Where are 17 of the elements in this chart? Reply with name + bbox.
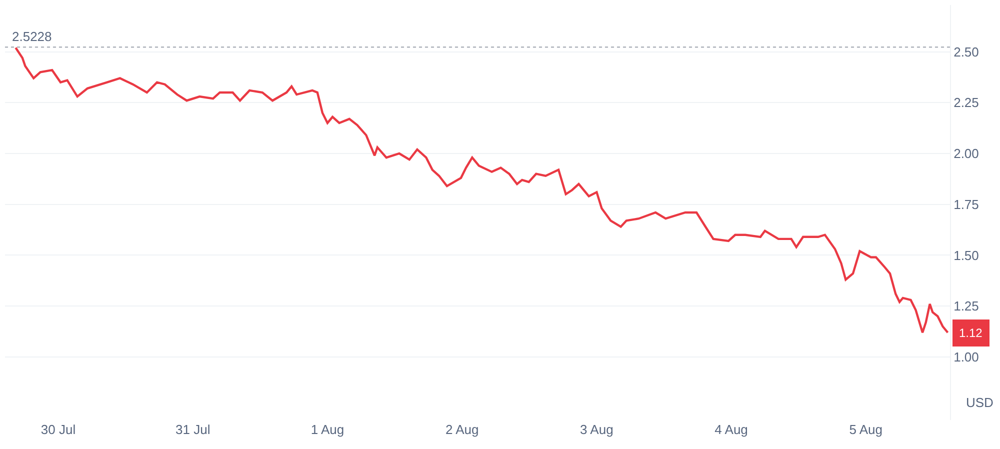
y-tick-label: 1.25: [954, 298, 979, 314]
x-tick-label: 5 Aug: [849, 422, 883, 437]
x-tick-label: 1 Aug: [310, 422, 344, 437]
y-tick-label: 2.50: [954, 44, 979, 60]
y-tick-label: 1.75: [954, 196, 979, 212]
x-tick-label: 3 Aug: [580, 422, 614, 437]
y-tick-label: 1.50: [954, 248, 979, 263]
x-tick-label: 4 Aug: [714, 422, 748, 437]
y-axis-title: USD: [966, 395, 994, 410]
y-tick-label: 2.25: [954, 95, 979, 110]
ref-line-label: 2.5228: [12, 29, 52, 44]
x-tick-label: 30 Jul: [40, 422, 76, 437]
y-tick-label: 2.00: [954, 146, 979, 162]
y-tick-label: 1.00: [954, 349, 979, 364]
x-tick-label: 31 Jul: [176, 422, 210, 437]
x-tick-label: 2 Aug: [445, 422, 479, 437]
annotation: 1.12: [959, 326, 983, 340]
